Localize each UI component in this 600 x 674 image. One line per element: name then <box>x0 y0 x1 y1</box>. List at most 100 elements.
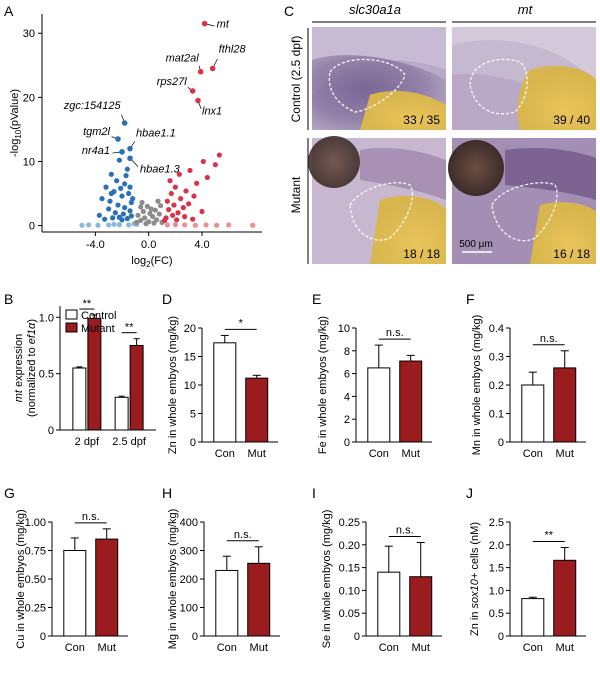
labeled-point <box>189 88 196 94</box>
bar-control <box>213 342 237 443</box>
legend-swatch-mutant <box>65 322 78 333</box>
panel-letter-c: C <box>284 3 294 19</box>
significance-label: * <box>239 317 244 329</box>
data-point <box>203 222 209 228</box>
significance-label: n.s. <box>396 525 414 537</box>
y-tick-label: 0.1 <box>489 409 504 421</box>
data-point <box>126 222 132 228</box>
y-tick-label: 0 <box>344 437 350 449</box>
panel-letter-j: J <box>466 485 473 501</box>
data-point <box>226 222 232 228</box>
data-point <box>142 215 148 221</box>
data-point <box>151 220 157 226</box>
bar-mutant <box>247 562 271 637</box>
row-label-control: Control (2.5 dpf) <box>289 36 303 123</box>
labeled-point <box>195 97 201 104</box>
data-point <box>116 222 122 228</box>
bar-mutant <box>409 576 433 637</box>
bar-control <box>63 550 87 637</box>
y-tick-label: 200 <box>180 574 198 586</box>
column-label-mt: mt <box>518 2 534 17</box>
image-mutant-mt: 500 µm 16 / 18 <box>448 138 596 264</box>
panel-letter-g: G <box>4 485 15 501</box>
data-point <box>143 221 149 227</box>
y-tick-label: 5 <box>190 409 196 421</box>
column-label-slc30a1a: slc30a1a <box>349 2 401 17</box>
data-point <box>107 198 113 204</box>
y-tick-label: 0 <box>354 631 360 643</box>
data-point <box>140 208 146 215</box>
y-axis-label: Zn in whole embyos (mg/kg) <box>167 316 179 454</box>
gene-label: fthl28 <box>219 44 247 56</box>
x-tick-label: 0.0 <box>141 239 156 251</box>
data-point <box>187 167 193 174</box>
bar-mutant <box>553 559 577 637</box>
data-point <box>124 166 130 172</box>
data-point <box>158 203 164 209</box>
y-tick-label: 100 <box>180 603 198 615</box>
x-tick-label: 2.5 dpf <box>112 436 147 448</box>
y-tick-label: 1.0 <box>489 585 504 597</box>
significance-label: n.s. <box>386 327 404 339</box>
y-tick-label: 0.75 <box>25 546 46 558</box>
data-point <box>176 171 182 177</box>
significance-label: n.s. <box>234 529 252 541</box>
data-point <box>175 210 181 216</box>
labeled-point <box>121 120 128 126</box>
data-point <box>178 196 184 202</box>
y-tick-label: 1.5 <box>489 563 504 575</box>
bar-mutant <box>553 367 577 443</box>
y-tick-label: 6 <box>344 369 350 381</box>
bar-mutant <box>87 317 102 431</box>
row-label-mutant: Mutant <box>289 176 303 213</box>
bar-mutant <box>129 344 144 431</box>
data-point <box>79 222 85 228</box>
bar-chart-mg: 0 100 200 300 400 Con Mut n.s. Mg in whole embyo… <box>167 509 280 654</box>
bar-control <box>367 367 391 443</box>
x-tick-label: Mut <box>556 448 574 460</box>
data-point <box>108 171 114 177</box>
significance-label: n.s. <box>82 511 100 523</box>
x-tick-label: Con <box>217 642 237 654</box>
y-axis-label: Mn in whole embyos (mg/kg) <box>471 315 483 456</box>
x-tick-label: Mut <box>250 642 268 654</box>
y-tick-label: 0 <box>498 437 504 449</box>
data-point <box>112 210 118 216</box>
gene-label: lnx1 <box>202 106 222 118</box>
labeled-point <box>201 20 208 27</box>
count-control-mt: 39 / 40 <box>553 113 590 127</box>
gene-label: tgm2l <box>83 126 110 138</box>
bar-chart-cu: 0 0.25 0.50 0.75 1.00 Con Mut n.s. Cu in whole e… <box>15 509 128 654</box>
panel-letter-a: A <box>4 3 14 19</box>
data-point <box>182 222 188 228</box>
y-axis-label: Mg in whole embyos (mg/kg) <box>167 509 179 650</box>
bar-control <box>521 598 545 637</box>
data-point <box>127 208 133 214</box>
y-tick-label: 0.25 <box>339 517 360 529</box>
data-point <box>96 212 102 218</box>
labeled-point <box>197 68 204 75</box>
x-tick-label: Con <box>369 448 389 460</box>
y-tick-label: 0.2 <box>489 380 504 392</box>
count-mutant-slc30a1a: 18 / 18 <box>403 247 440 261</box>
data-point <box>106 222 112 228</box>
data-point <box>166 206 172 213</box>
bar-mutant <box>95 538 119 637</box>
data-point <box>182 214 188 220</box>
labeled-point <box>127 155 133 162</box>
y-tick-label: 20 <box>184 323 196 335</box>
data-point <box>152 207 158 213</box>
y-tick-label: 0.20 <box>339 540 360 552</box>
data-point <box>199 208 205 215</box>
data-point <box>170 212 176 218</box>
data-point <box>200 158 206 165</box>
y-tick-label: 0 <box>48 425 54 437</box>
gene-label: mat2al <box>166 53 200 65</box>
data-point <box>120 211 126 217</box>
gene-label: hbae1.1 <box>136 128 176 140</box>
significance-label: ** <box>544 530 553 542</box>
volcano-plot: 0 10 20 30 -4.0 0.0 4.0 -log10(pValue) log2(FC) m… <box>9 14 262 269</box>
y-tick-label: 2.0 <box>489 540 504 552</box>
y-axis-label-line2: (normalized to ef1α) <box>26 319 38 417</box>
